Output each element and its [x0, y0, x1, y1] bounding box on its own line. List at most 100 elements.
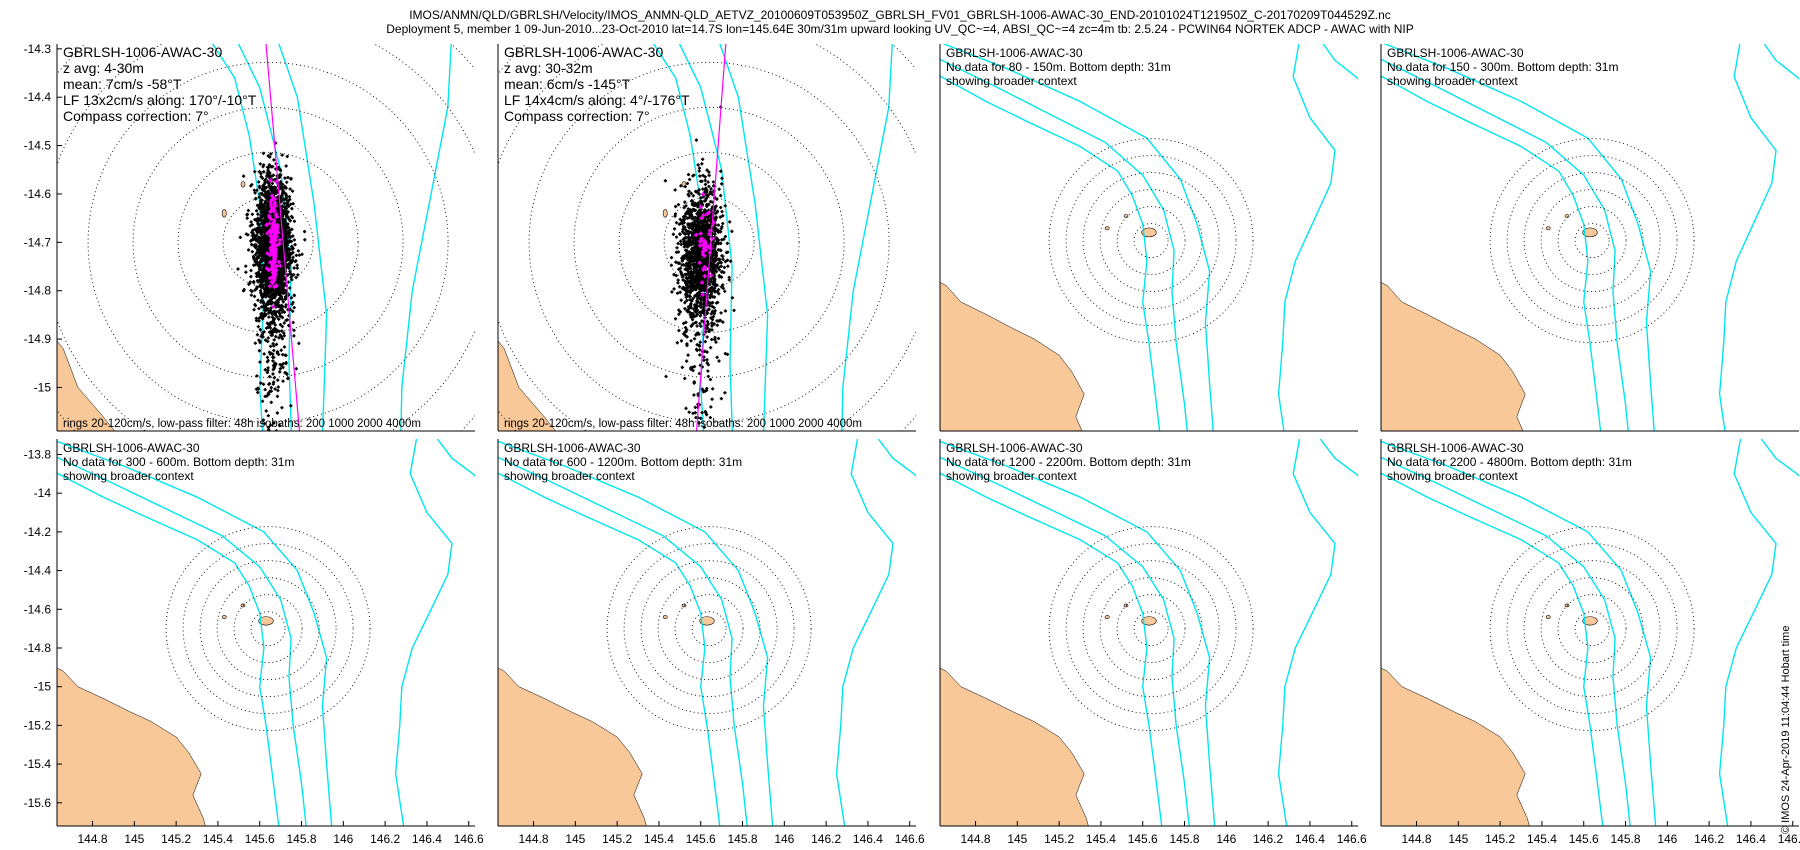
isobath-line [678, 44, 734, 431]
cape-outline [940, 132, 941, 136]
x-tick-label: 144.8 [78, 832, 108, 846]
x-tick-label: 145.6 [245, 832, 275, 846]
velocity-ring [674, 594, 744, 664]
velocity-ring [165, 526, 371, 732]
y-tick-label: -15 [34, 680, 52, 694]
y-tick-label: -14.5 [24, 139, 52, 153]
x-tick-label: 146.4 [853, 832, 883, 846]
land-mass [57, 667, 206, 826]
cape-outline [498, 526, 499, 530]
island [221, 209, 227, 218]
velocity-ring [1523, 560, 1661, 698]
x-tick-label: 146.2 [811, 832, 841, 846]
panel-row2-col3: 144.8 145 145.2 145.4 145.6 145.8 146 146.2 146.… [939, 439, 1367, 846]
panel-annotation: showing broader context [946, 469, 1077, 483]
isobath-line [1322, 44, 1358, 80]
cape-outline [940, 526, 941, 530]
island [240, 181, 246, 188]
panel-footer: rings 20-120cm/s, low-pass filter: 48h i… [63, 418, 421, 430]
isobath-line [719, 44, 769, 431]
x-tick-label: 145.6 [1569, 832, 1599, 846]
x-tick-label: 145.2 [1485, 832, 1515, 846]
isobath-line [211, 44, 265, 431]
x-tick-label: 145.4 [203, 832, 233, 846]
velocity-ring [1065, 155, 1237, 327]
island [1104, 615, 1110, 619]
land-mass [1381, 281, 1526, 431]
velocity-ring [250, 611, 286, 647]
isobath-line [940, 472, 1163, 826]
cape-outline [1381, 132, 1382, 136]
isobath-line [57, 472, 280, 826]
island [662, 615, 668, 619]
y-tick-label: -14.6 [24, 187, 52, 201]
y-tick-label: -14 [34, 486, 52, 500]
velocity-ring [606, 526, 812, 732]
velocity-ring [1082, 172, 1220, 310]
velocity-ring [1557, 594, 1627, 664]
isobath-line [278, 44, 328, 431]
velocity-ring [528, 61, 890, 423]
isobath-line [841, 44, 893, 431]
island [1545, 226, 1551, 231]
x-tick-label: 146.6 [1778, 832, 1800, 846]
velocity-ring [1523, 172, 1661, 310]
plot-area [57, 439, 475, 826]
velocity-ring [132, 106, 404, 378]
isobath-line [1381, 58, 1629, 431]
velocity-ring [1574, 611, 1610, 647]
imos-credit: © IMOS 24-Apr-2019 11:04:44 Hobart time [1780, 625, 1792, 834]
x-tick-label: 145.8 [287, 832, 317, 846]
x-tick-label: 145.4 [1086, 832, 1116, 846]
x-tick-label: 146.2 [370, 832, 400, 846]
velocity-ring [177, 151, 359, 333]
plot-area [498, 44, 916, 431]
velocity-ring [1099, 189, 1203, 293]
panel-annotation: No data for 150 - 300m. Bottom depth: 31… [1387, 60, 1618, 74]
y-tick-label: -15.6 [24, 796, 52, 810]
velocity-ring [1048, 138, 1254, 344]
panel-annotation: mean: 7cm/s -58°T [63, 76, 182, 92]
isobath-line [940, 75, 1161, 431]
plot-area [1381, 439, 1799, 826]
velocity-ring [1116, 206, 1186, 276]
lf-points [694, 192, 716, 297]
x-tick-label: 145.4 [1527, 832, 1557, 846]
velocity-ring [1540, 577, 1644, 681]
plot-area [940, 439, 1358, 826]
island [1564, 214, 1570, 218]
panel-footer: rings 20-120cm/s, low-pass filter: 48h i… [504, 418, 862, 430]
cape-outline [57, 526, 58, 530]
x-tick-label: 146.4 [1295, 832, 1325, 846]
isobath-line [1381, 75, 1602, 431]
x-tick-label: 145 [565, 832, 585, 846]
panel-annotation: showing broader context [1387, 469, 1518, 483]
x-tick-label: 146.4 [412, 832, 442, 846]
x-tick-label: 145.6 [686, 832, 716, 846]
panel-annotation: Compass correction: 7° [504, 108, 650, 124]
island [662, 209, 668, 218]
velocity-ring [1082, 560, 1220, 698]
isobath-line [57, 440, 333, 826]
velocity-ring [1116, 594, 1186, 664]
panel-title: GBRLSH-1006-AWAC-30 [504, 441, 641, 455]
velocity-ring [623, 543, 795, 715]
panel-annotation: mean: 6cm/s -145°T [504, 76, 631, 92]
panel-title: GBRLSH-1006-AWAC-30 [946, 441, 1083, 455]
velocity-ring [1065, 543, 1237, 715]
x-tick-label: 144.8 [961, 832, 991, 846]
x-tick-label: 146 [333, 832, 353, 846]
island [1123, 214, 1129, 218]
isobath-line [1381, 472, 1604, 826]
velocity-ring [1506, 543, 1678, 715]
isobath-line [1383, 44, 1655, 431]
velocity-ring [691, 611, 727, 647]
lf-points [264, 178, 283, 309]
velocity-ring [1557, 206, 1627, 276]
island [1141, 616, 1157, 626]
velocity-ring [573, 106, 845, 378]
